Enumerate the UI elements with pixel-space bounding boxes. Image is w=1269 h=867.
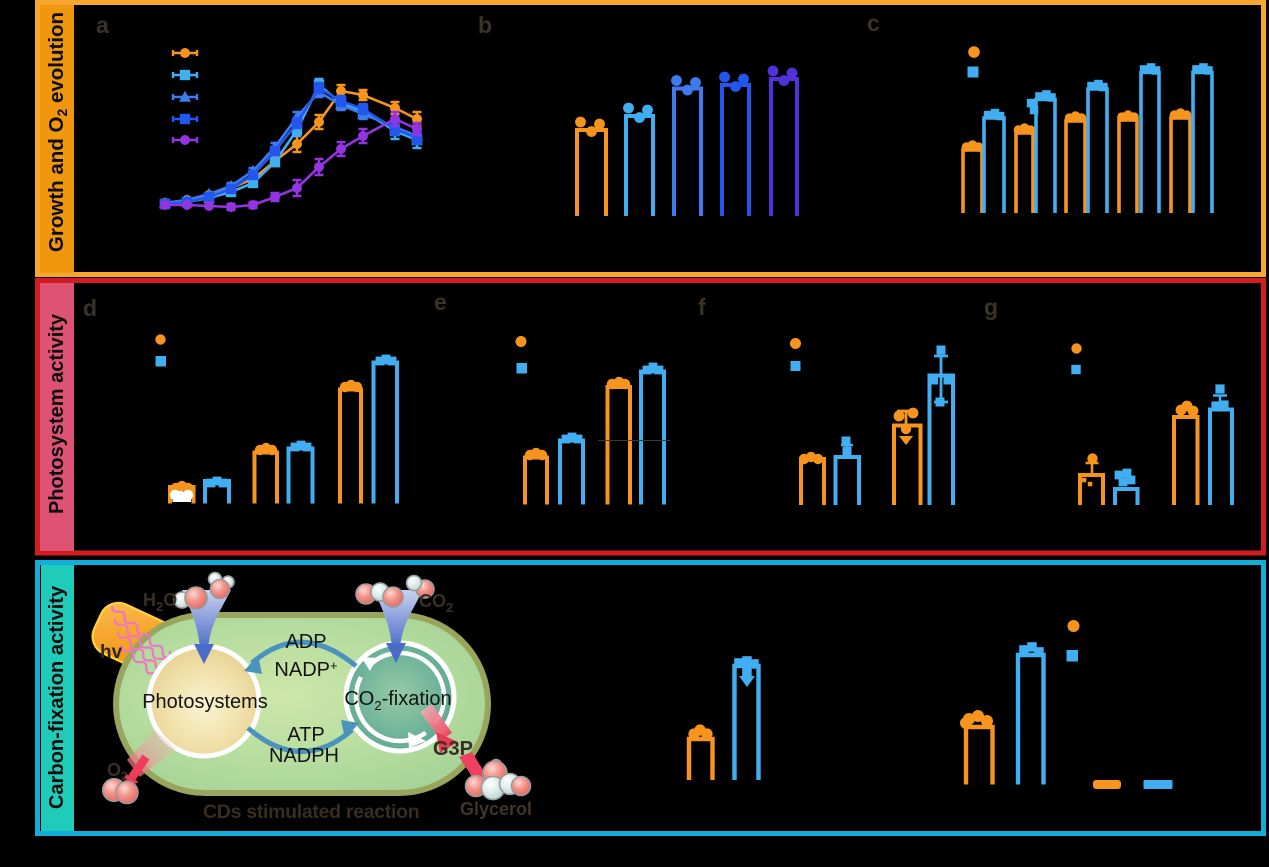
svg-text:g: g	[984, 294, 998, 320]
svg-text:e: e	[434, 289, 447, 315]
svg-text:Carbon-fixation activity: Carbon-fixation activity	[46, 585, 68, 809]
svg-text:ADP: ADP	[285, 631, 326, 653]
svg-text:G3P: G3P	[433, 738, 473, 760]
svg-text:a: a	[96, 12, 109, 38]
svg-text:hv: hv	[100, 642, 123, 663]
svg-text:CO2-fixation: CO2-fixation	[344, 688, 451, 713]
svg-text:ATP: ATP	[287, 724, 324, 746]
svg-text:Glycerol: Glycerol	[460, 799, 532, 819]
svg-text:d: d	[83, 295, 97, 321]
svg-text:Photosystem activity: Photosystem activity	[46, 313, 68, 514]
svg-text:b: b	[478, 12, 492, 38]
svg-text:NADP+: NADP+	[274, 658, 337, 681]
svg-text:Photosystems: Photosystems	[142, 691, 268, 713]
svg-text:c: c	[867, 10, 880, 36]
svg-text:CDs stimulated reaction: CDs stimulated reaction	[203, 801, 419, 823]
svg-text:Growth and O2 evolution: Growth and O2 evolution	[45, 12, 70, 252]
svg-text:NADPH: NADPH	[269, 745, 339, 767]
svg-text:f: f	[698, 294, 706, 320]
